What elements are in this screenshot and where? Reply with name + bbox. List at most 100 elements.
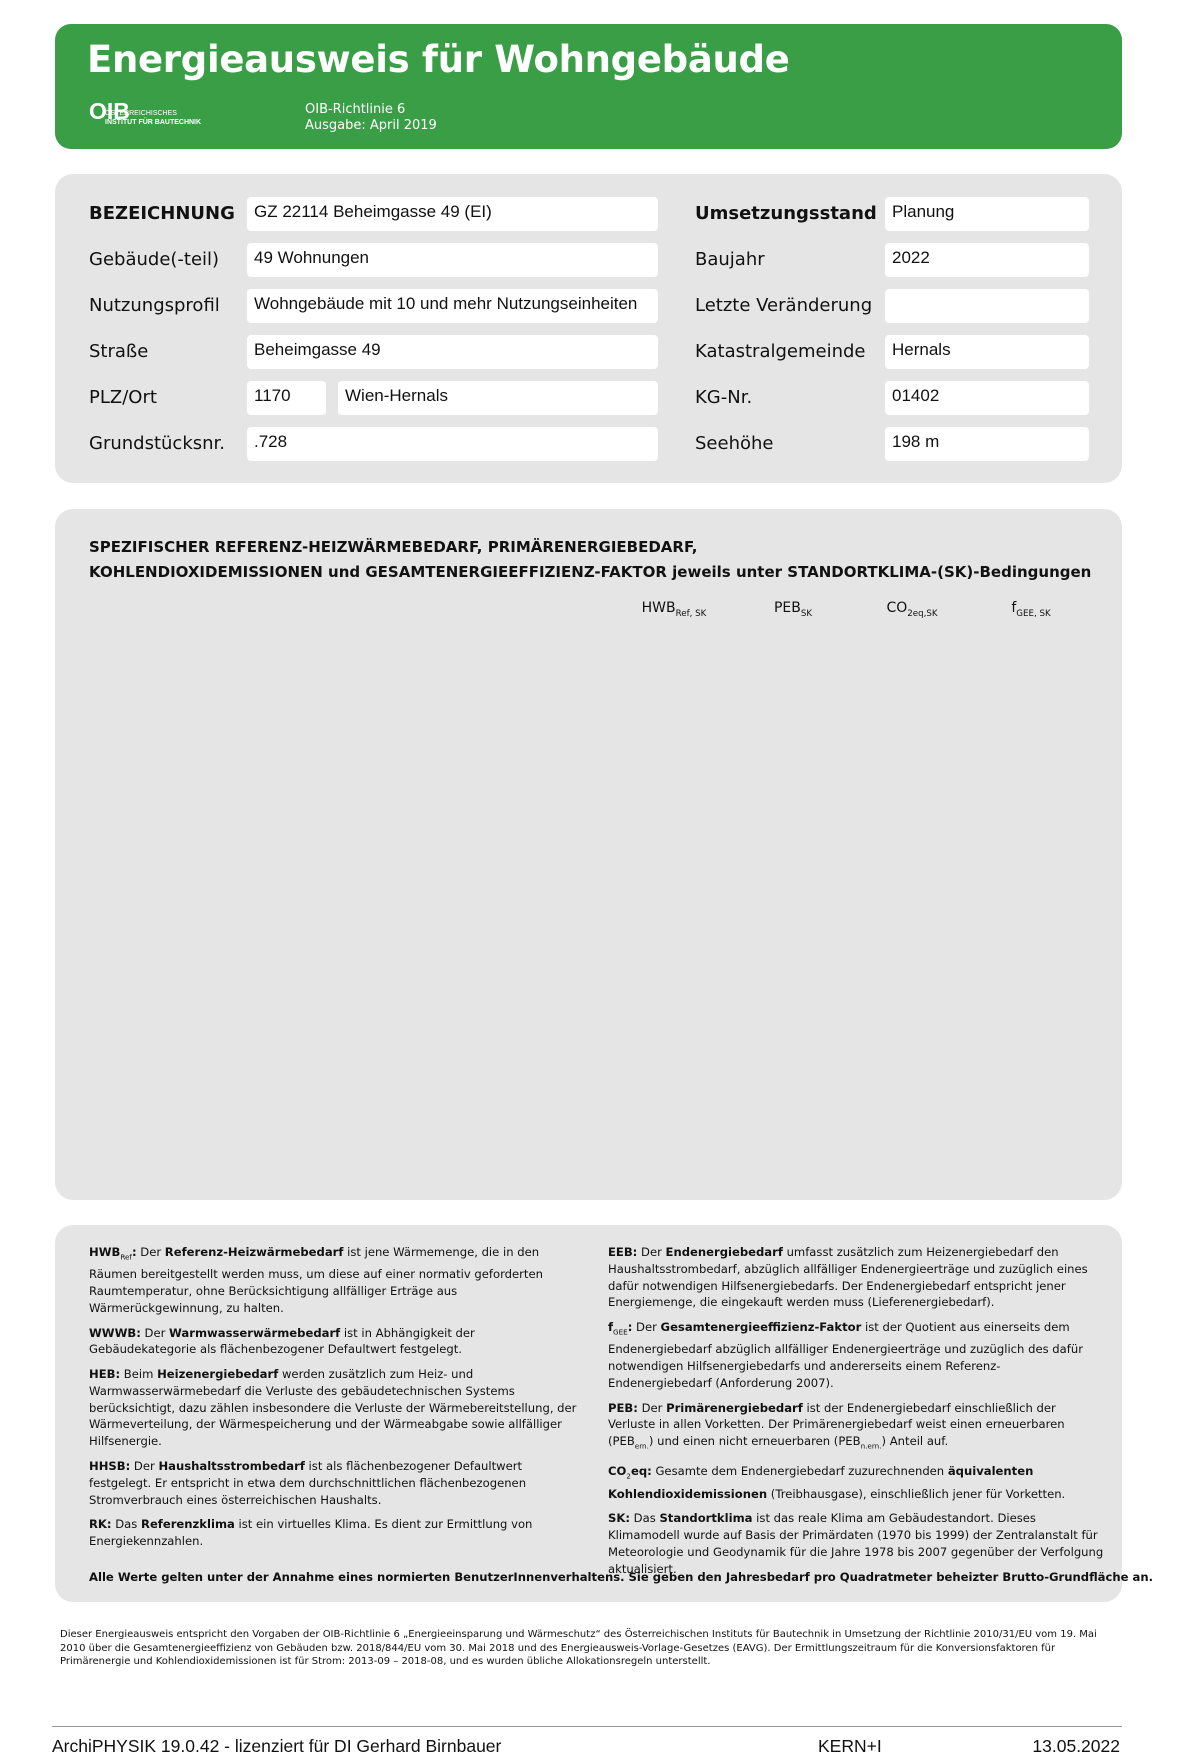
field-label: BEZEICHNUNG bbox=[89, 203, 235, 224]
text-run: ist ein virtuelles Klima. Es dient zur E… bbox=[89, 1517, 533, 1549]
text-run: Der bbox=[637, 1400, 667, 1415]
text-run: Beim bbox=[120, 1367, 158, 1382]
subscript: 2eq,SK bbox=[907, 608, 938, 619]
bold-run: Endenergiebedarf bbox=[665, 1245, 783, 1259]
field-value: 198 m bbox=[885, 427, 1089, 461]
field-label: Umsetzungsstand bbox=[695, 203, 877, 224]
glossary-right: EEB: Der Endenergiebedarf umfasst zusätz… bbox=[608, 1244, 1104, 1585]
field-value: Hernals bbox=[885, 335, 1089, 369]
text-run: ) Anteil auf. bbox=[881, 1434, 949, 1449]
edition: Ausgabe: April 2019 bbox=[305, 118, 437, 133]
field-label: Gebäude(-teil) bbox=[89, 249, 220, 270]
chart-heading: KOHLENDIOXIDEMISSIONEN und GESAMTENERGIE… bbox=[89, 563, 1092, 581]
text-run: ist jene Wärmemenge, die in den Räumen b… bbox=[89, 1245, 543, 1315]
field-label: Grundstücksnr. bbox=[89, 433, 226, 454]
bold-run: : bbox=[627, 1320, 633, 1335]
bold-run: Warmwasserwärmebedarf bbox=[169, 1325, 341, 1340]
field-label: Straße bbox=[89, 341, 149, 362]
guideline: OIB-Richtlinie 6 bbox=[305, 102, 406, 117]
header: Energieausweis für Wohngebäude OIB ÖSTER… bbox=[55, 24, 1122, 149]
subscript: ern. bbox=[634, 1441, 649, 1451]
company: KERN+I bbox=[818, 1736, 882, 1756]
field-value: GZ 22114 Beheimgasse 49 (EI) bbox=[247, 197, 658, 231]
field-label: KG-Nr. bbox=[695, 387, 753, 408]
bold-run: f bbox=[608, 1320, 614, 1335]
text-run: ist als flächenbezogener Defaultwert fes… bbox=[89, 1459, 527, 1507]
footnote: Dieser Energieausweis entspricht den Vor… bbox=[60, 1629, 1097, 1667]
field-label: Baujahr bbox=[695, 249, 765, 270]
bold-run: EEB: bbox=[608, 1245, 638, 1259]
glossary-entry: WWWB: Der Warmwasserwärmebedarf ist in A… bbox=[89, 1325, 581, 1359]
bold-run: HEB: bbox=[89, 1367, 121, 1382]
note: Alle Werte gelten unter der Annahme eine… bbox=[89, 1570, 1154, 1584]
text-run: ist der Endenergiebedarf einschließlich … bbox=[608, 1400, 1065, 1449]
glossary-entry: HHSB: Der Haushaltsstrombedarf ist als f… bbox=[89, 1458, 581, 1508]
bold-run: Heizenergiebedarf bbox=[157, 1367, 279, 1382]
text-run: CO bbox=[886, 600, 908, 616]
subscript: 2 bbox=[626, 1471, 631, 1481]
subscript: Ref bbox=[120, 1252, 132, 1262]
bold-run: SK: bbox=[608, 1511, 630, 1526]
subscript: GEE bbox=[613, 1327, 628, 1337]
subscript: n.ern. bbox=[860, 1441, 882, 1451]
column-header: PEBSK bbox=[737, 600, 849, 619]
text-run: PEB bbox=[773, 600, 801, 616]
bold-run: HHSB: bbox=[89, 1459, 131, 1474]
text-run: ) und einen nicht erneuerbaren (PEB bbox=[648, 1434, 861, 1449]
subscript: GEE, SK bbox=[1016, 608, 1051, 619]
text-run: Das bbox=[629, 1511, 660, 1526]
text-run: Der bbox=[130, 1459, 159, 1474]
field-value: 49 Wohnungen bbox=[247, 243, 658, 277]
field-label: Nutzungsprofil bbox=[89, 295, 220, 316]
bold-run: PEB: bbox=[608, 1400, 638, 1415]
field-label: Seehöhe bbox=[695, 433, 774, 454]
chart-heading: SPEZIFISCHER REFERENZ-HEIZWÄRMEBEDARF, P… bbox=[89, 538, 698, 556]
text-run: umfasst zusätzlich zum Heizenergiebedarf… bbox=[608, 1245, 1088, 1310]
logo-text: ÖSTERREICHISCHES bbox=[105, 110, 177, 117]
logo-text: INSTITUT FÜR BAUTECHNIK bbox=[105, 119, 202, 126]
glossary-entry: EEB: Der Endenergiebedarf umfasst zusätz… bbox=[608, 1244, 1104, 1311]
text-run: ist in Abhängigkeit der Gebäudekategorie… bbox=[89, 1325, 475, 1357]
bold-run: CO bbox=[608, 1464, 627, 1479]
text-run: ist das reale Klima am Gebäudestandort. … bbox=[608, 1511, 1104, 1576]
text-run: HWB bbox=[641, 600, 676, 616]
field-value: Beheimgasse 49 bbox=[247, 335, 658, 369]
field-value: Wohngebäude mit 10 und mehr Nutzungseinh… bbox=[247, 289, 658, 323]
bold-run: Haushaltsstrombedarf bbox=[158, 1459, 305, 1474]
bold-run: äquivalenten Kohlendioxidemissionen bbox=[608, 1464, 1034, 1501]
bold-run: Referenzklima bbox=[141, 1517, 235, 1532]
text-run: Der bbox=[637, 1245, 666, 1259]
text-run: f bbox=[1011, 600, 1017, 616]
bold-run: Primärenergiebedarf bbox=[666, 1400, 803, 1415]
column-header: HWBRef, SK bbox=[618, 600, 730, 619]
bold-run: : bbox=[131, 1245, 137, 1259]
field-label: PLZ/Ort bbox=[89, 387, 157, 408]
text-run: Der bbox=[136, 1245, 165, 1259]
field-label: Letzte Veränderung bbox=[695, 295, 873, 316]
text-run: werden zusätzlich zum Heiz- und Warmwass… bbox=[89, 1367, 577, 1449]
bold-run: WWWB: bbox=[89, 1325, 141, 1340]
bold-run: Gesamtenergieeffizienz-Faktor bbox=[660, 1320, 862, 1335]
column-header: fGEE, SK bbox=[975, 600, 1087, 619]
rating-panel bbox=[55, 509, 1122, 1200]
text-run: (Treibhausgase), einschließlich jener fü… bbox=[767, 1486, 1066, 1501]
field-value: .728 bbox=[247, 427, 658, 461]
text-run: Der bbox=[140, 1325, 170, 1340]
field-label: Katastralgemeinde bbox=[695, 341, 866, 362]
field-value: Wien-Hernals bbox=[338, 381, 658, 415]
rule bbox=[52, 1726, 1122, 1727]
glossary-entry: HEB: Beim Heizenergiebedarf werden zusät… bbox=[89, 1366, 581, 1450]
text-run: Der bbox=[632, 1320, 661, 1335]
subscript: SK bbox=[800, 608, 813, 619]
glossary-entry: fGEE: Der Gesamtenergieeffizienz-Faktor … bbox=[608, 1319, 1104, 1392]
field-value: 1170 bbox=[247, 381, 326, 415]
bold-run: Referenz-Heizwärmebedarf bbox=[164, 1245, 344, 1259]
column-header: CO2eq,SK bbox=[856, 600, 968, 619]
bold-run: Standortklima bbox=[659, 1511, 753, 1526]
glossary-entry: HWBRef: Der Referenz-Heizwärmebedarf ist… bbox=[89, 1244, 581, 1317]
glossary-panel bbox=[55, 1225, 1122, 1602]
field-value bbox=[885, 289, 1089, 323]
field-value: 2022 bbox=[885, 243, 1089, 277]
text-run: ist der Quotient aus einerseits dem Ende… bbox=[608, 1320, 1083, 1390]
glossary-entry: CO2eq: Gesamte dem Endenergiebedarf zuzu… bbox=[608, 1463, 1104, 1502]
